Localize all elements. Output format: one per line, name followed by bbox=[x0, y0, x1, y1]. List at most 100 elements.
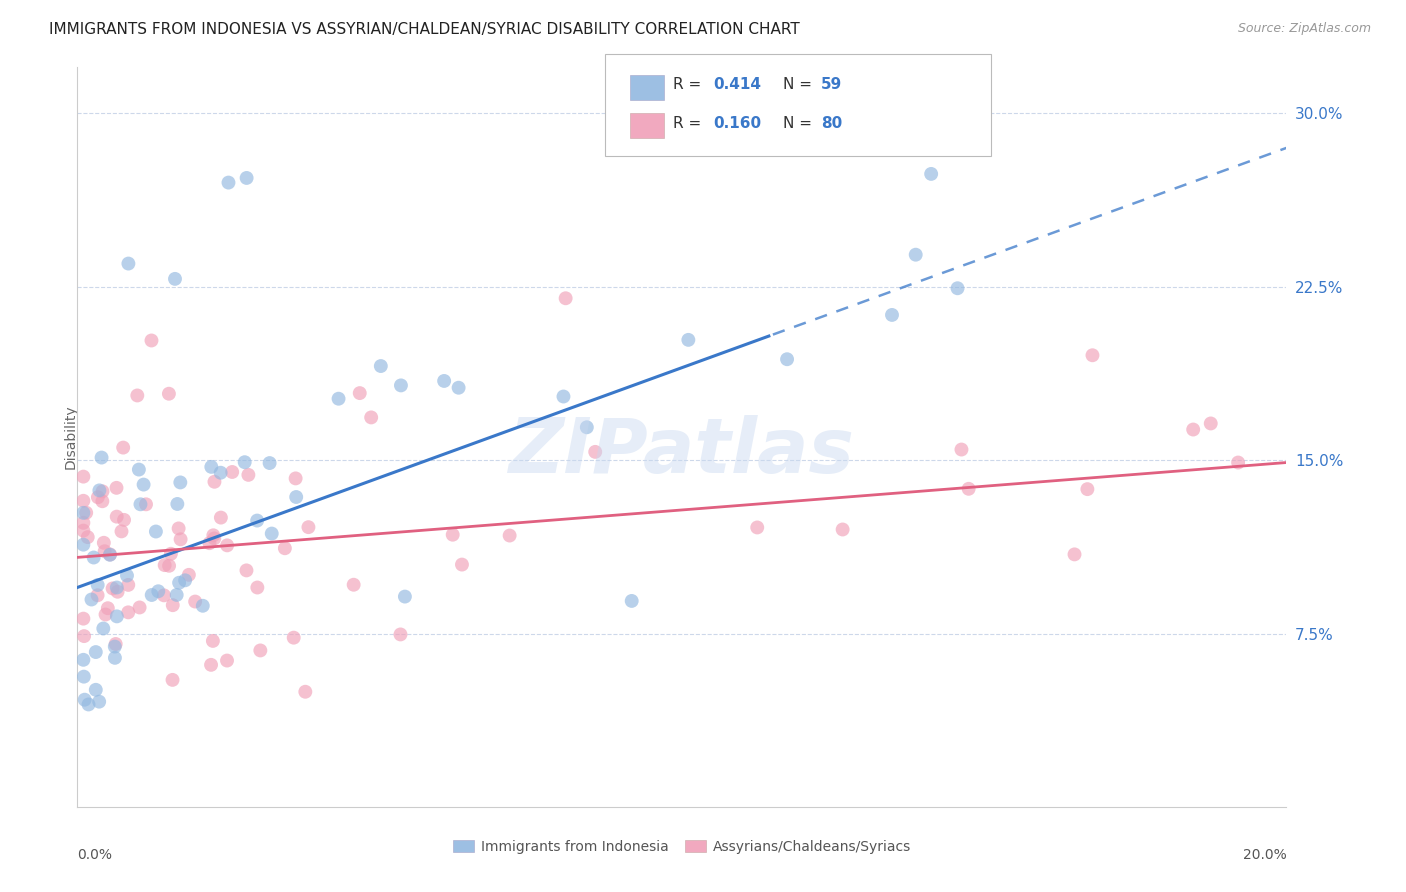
Point bbox=[72, 653, 94, 667]
Point bbox=[191, 599, 214, 613]
Point bbox=[104, 650, 127, 665]
Point bbox=[441, 527, 464, 541]
Point bbox=[204, 475, 226, 489]
Point bbox=[87, 490, 110, 504]
Text: ZIPatlas: ZIPatlas bbox=[509, 415, 855, 489]
Point bbox=[141, 588, 163, 602]
Point bbox=[162, 598, 184, 612]
Point bbox=[115, 568, 138, 582]
Point bbox=[177, 567, 200, 582]
Point bbox=[235, 171, 257, 186]
Point bbox=[83, 550, 105, 565]
Point bbox=[209, 510, 232, 524]
Point bbox=[349, 386, 371, 401]
Point bbox=[215, 654, 238, 668]
Point bbox=[370, 359, 392, 373]
Point bbox=[904, 248, 927, 262]
Point bbox=[583, 445, 606, 459]
Point bbox=[105, 581, 128, 595]
Point bbox=[274, 541, 297, 556]
Point bbox=[235, 563, 257, 577]
Point bbox=[98, 548, 121, 562]
Point bbox=[285, 490, 308, 504]
Point bbox=[1076, 482, 1098, 496]
Point bbox=[283, 631, 305, 645]
Point bbox=[73, 629, 96, 643]
Point bbox=[920, 167, 942, 181]
Point bbox=[957, 482, 980, 496]
Point bbox=[200, 459, 222, 474]
Point bbox=[946, 281, 969, 295]
Point bbox=[93, 544, 115, 558]
Point bbox=[166, 588, 188, 602]
Text: 80: 80 bbox=[821, 116, 842, 130]
Point bbox=[112, 513, 135, 527]
Point bbox=[259, 456, 281, 470]
Point bbox=[249, 643, 271, 657]
Point bbox=[110, 524, 132, 539]
Point bbox=[84, 645, 107, 659]
Point bbox=[1063, 548, 1085, 562]
Point bbox=[104, 637, 127, 651]
Point bbox=[93, 536, 115, 550]
Point bbox=[141, 334, 163, 348]
Point bbox=[84, 682, 107, 697]
Point bbox=[160, 547, 183, 561]
Point bbox=[447, 381, 470, 395]
Point bbox=[135, 497, 157, 511]
Point bbox=[498, 528, 520, 542]
Point bbox=[72, 524, 94, 538]
Point bbox=[238, 467, 260, 482]
Point bbox=[94, 607, 117, 622]
Point bbox=[129, 497, 152, 511]
Point bbox=[72, 516, 94, 530]
Point bbox=[294, 685, 316, 699]
Text: N =: N = bbox=[783, 78, 817, 92]
Point bbox=[620, 594, 643, 608]
Point bbox=[1199, 417, 1222, 431]
Legend: Immigrants from Indonesia, Assyrians/Chaldeans/Syriacs: Immigrants from Indonesia, Assyrians/Cha… bbox=[447, 834, 917, 860]
Point bbox=[117, 256, 139, 270]
Point bbox=[174, 574, 197, 588]
Point bbox=[389, 378, 412, 392]
Point bbox=[73, 670, 96, 684]
Y-axis label: Disability: Disability bbox=[63, 405, 77, 469]
Point bbox=[553, 390, 575, 404]
Point bbox=[128, 462, 150, 476]
Point bbox=[246, 581, 269, 595]
Point bbox=[217, 538, 239, 552]
Point bbox=[880, 308, 903, 322]
Point bbox=[747, 520, 769, 534]
Point bbox=[1182, 423, 1205, 437]
Point bbox=[950, 442, 973, 457]
Point bbox=[91, 484, 114, 499]
Point bbox=[201, 634, 224, 648]
Point bbox=[105, 609, 128, 624]
Point bbox=[128, 600, 150, 615]
Point bbox=[89, 483, 111, 498]
Point bbox=[162, 673, 184, 687]
Point bbox=[328, 392, 350, 406]
Text: R =: R = bbox=[673, 78, 707, 92]
Text: 20.0%: 20.0% bbox=[1243, 848, 1286, 862]
Point bbox=[451, 558, 474, 572]
Point bbox=[89, 695, 111, 709]
Point bbox=[575, 420, 598, 434]
Point bbox=[284, 471, 307, 485]
Point bbox=[112, 441, 135, 455]
Point bbox=[98, 548, 121, 562]
Point bbox=[169, 475, 191, 490]
Point bbox=[200, 657, 222, 672]
Point bbox=[80, 592, 103, 607]
Point bbox=[260, 526, 283, 541]
Point bbox=[1227, 456, 1250, 470]
Point bbox=[75, 506, 97, 520]
Text: 59: 59 bbox=[821, 78, 842, 92]
Point bbox=[167, 575, 190, 590]
Point bbox=[117, 578, 139, 592]
Point bbox=[97, 601, 120, 615]
Point bbox=[1081, 348, 1104, 362]
Text: 0.0%: 0.0% bbox=[77, 848, 112, 862]
Point bbox=[153, 588, 176, 602]
Point bbox=[678, 333, 700, 347]
